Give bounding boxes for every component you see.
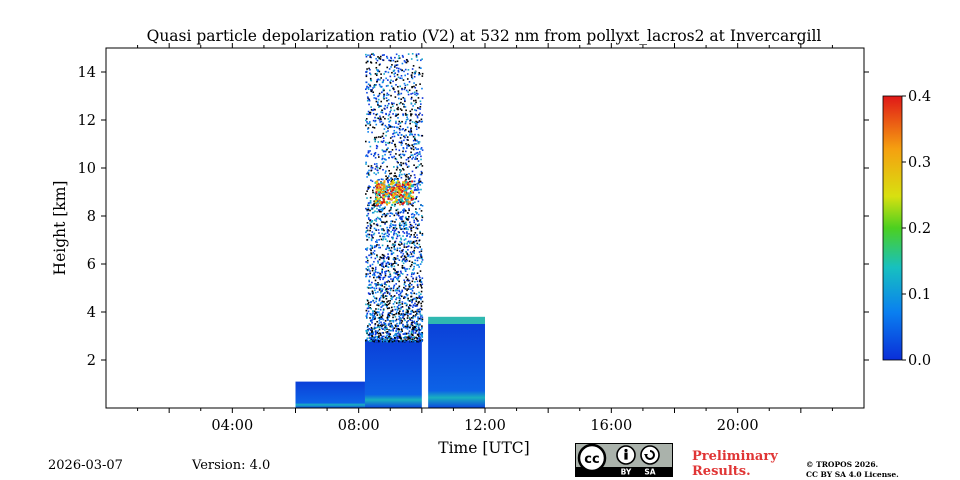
- region-boundary-layer-early: [295, 381, 365, 408]
- y-tick-label: 12: [78, 113, 96, 129]
- region-boundary-layer-morning: [364, 340, 422, 408]
- x-tick-label: 04:00: [211, 418, 253, 434]
- x-axis: 04:00 08:00 12:00 16:00 20:00: [137, 43, 833, 434]
- x-tick-label: 16:00: [590, 418, 632, 434]
- version-label: Version: 4.0: [192, 458, 271, 473]
- x-axis-label: Time [UTC]: [438, 439, 529, 457]
- y-tick-label: 8: [87, 209, 96, 225]
- region-high-depol-cloud-layer: [374, 180, 415, 206]
- colorbar-tick-label: 0.1: [908, 287, 931, 303]
- date-label: 2026-03-07: [48, 458, 123, 473]
- colorbar-tick-label: 0.3: [908, 155, 931, 171]
- y-tick-label: 6: [87, 257, 96, 273]
- y-tick-label: 4: [87, 305, 96, 321]
- plot-area: [295, 52, 485, 408]
- preliminary-line-1: Preliminary: [692, 449, 778, 464]
- region-boundary-layer-noon: [428, 321, 485, 408]
- copyright-notice: © TROPOS 2026. CC BY SA 4.0 License.: [806, 460, 899, 480]
- colorbar-tick-label: 0.4: [908, 89, 931, 105]
- x-tick-label: 12:00: [464, 418, 506, 434]
- cc-icon: [577, 443, 607, 473]
- colorbar: 0.0 0.1 0.2 0.3 0.4: [882, 89, 931, 369]
- y-tick-label: 14: [78, 65, 96, 81]
- colorbar-gradient: [882, 95, 903, 361]
- copyright-line-2: CC BY SA 4.0 License.: [806, 470, 899, 479]
- sa-icon: [640, 445, 660, 465]
- preliminary-line-2: Results.: [692, 464, 751, 479]
- copyright-line-1: © TROPOS 2026.: [806, 460, 879, 469]
- cc-license-badge: cc BY SA: [575, 443, 673, 477]
- colorbar-tick-label: 0.0: [908, 353, 931, 369]
- chart-title: Quasi particle depolarization ratio (V2)…: [147, 27, 822, 45]
- sa-text: SA: [644, 468, 655, 477]
- x-tick-label: 08:00: [338, 418, 380, 434]
- y-axis: 2 4 6 8 10 12 14: [78, 65, 869, 369]
- y-tick-label: 2: [87, 353, 96, 369]
- x-tick-label: 20:00: [717, 418, 759, 434]
- region-cirrus-column: [364, 52, 424, 343]
- by-text: BY: [621, 468, 632, 477]
- colorbar-tick-label: 0.2: [908, 221, 931, 237]
- y-tick-label: 10: [78, 161, 96, 177]
- cc-text: cc: [584, 452, 599, 467]
- region-layer-top-edge: [428, 316, 485, 324]
- preliminary-results-label: Preliminary Results.: [692, 449, 778, 479]
- y-axis-label: Height [km]: [51, 181, 69, 276]
